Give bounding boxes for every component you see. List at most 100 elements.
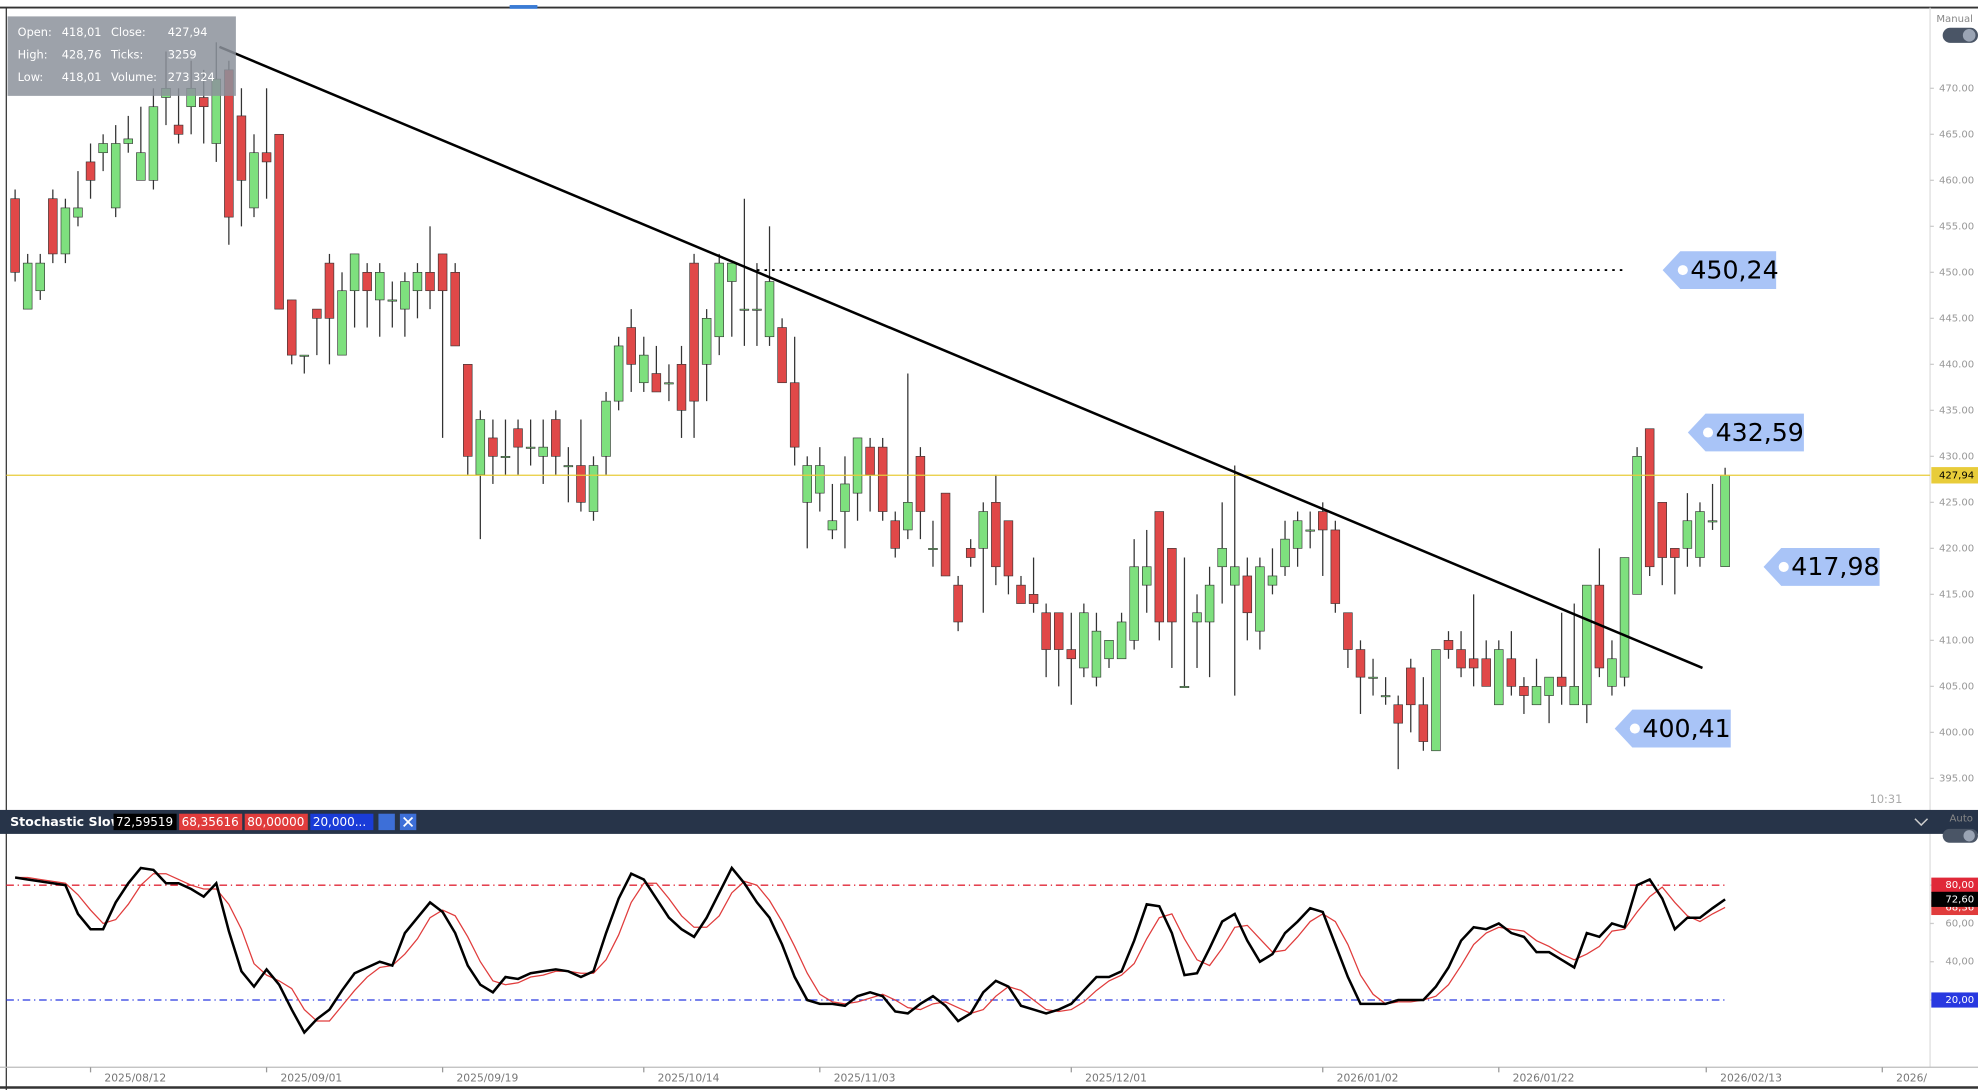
y-tick-box	[1931, 992, 1978, 1008]
info-key: Low:	[18, 70, 44, 84]
callout-label: 400,41	[1642, 714, 1730, 743]
candle-body	[1267, 575, 1278, 586]
candle-body	[450, 272, 460, 347]
y-tick-label: 455.00	[1939, 221, 1974, 232]
candle-body	[978, 511, 989, 549]
candle-body	[525, 446, 536, 449]
scale-mode-label: Manual	[1936, 14, 1973, 25]
candle-body	[1318, 511, 1328, 531]
callout-dot	[1778, 561, 1789, 572]
candle-body	[148, 106, 159, 181]
callout-label: 417,98	[1791, 552, 1879, 581]
info-key: Close:	[111, 25, 146, 39]
price-callout	[1763, 548, 1880, 586]
y-tick-label: 430.00	[1939, 451, 1974, 462]
toggle-knob	[1962, 29, 1976, 42]
info-value: 428,76	[62, 48, 102, 62]
param-box	[310, 813, 374, 831]
candle-body	[815, 465, 825, 494]
candle-body	[1028, 594, 1039, 604]
candle-body	[752, 308, 762, 311]
candle-body	[173, 124, 184, 135]
y-tick-label: 400.00	[1939, 727, 1974, 738]
candle-body	[1380, 695, 1391, 698]
candle-body	[1242, 575, 1253, 614]
candle-body	[1154, 511, 1165, 623]
candle-body	[1192, 612, 1202, 623]
settings-button[interactable]	[378, 813, 395, 831]
candle-body	[1091, 630, 1102, 678]
candle-body	[1330, 529, 1341, 604]
info-value: 273 324	[168, 70, 215, 84]
candle-body	[991, 502, 1001, 568]
candle-body	[1619, 557, 1630, 678]
candle-body	[1494, 649, 1504, 706]
candle-body	[1003, 520, 1014, 577]
candle-body	[940, 492, 951, 577]
candle-body	[903, 502, 913, 531]
last-value-label: 72,60	[1945, 894, 1974, 905]
candle-body	[1230, 566, 1240, 586]
candle-body	[1720, 474, 1730, 567]
trend-line	[218, 45, 1703, 670]
candle-body	[689, 262, 699, 402]
candle-body	[1456, 649, 1466, 669]
candle-body	[110, 143, 121, 209]
y-tick-box	[1931, 877, 1978, 893]
x-tick-label: 2026/01/02	[1337, 1072, 1399, 1085]
candle-body	[764, 281, 775, 338]
info-value: 418,01	[62, 25, 102, 39]
candle-body	[1066, 649, 1077, 660]
info-box	[7, 16, 236, 96]
candle-body	[324, 262, 335, 319]
y-tick-label: 465.00	[1939, 129, 1974, 140]
candle-body	[1016, 584, 1026, 604]
last-value-box	[1931, 891, 1978, 907]
candle-body	[1506, 658, 1517, 687]
y-tick-label: 425.00	[1939, 497, 1974, 508]
indicator-scale-mode: Auto	[1950, 814, 1973, 825]
candle-body	[1607, 658, 1617, 687]
callout-dot	[1677, 265, 1688, 276]
candle-body	[1079, 612, 1089, 669]
callout-label: 432,59	[1716, 418, 1804, 447]
y-tick-label: 395.00	[1939, 773, 1974, 784]
candle-body	[1255, 566, 1265, 632]
y-tick-label: 460.00	[1939, 175, 1974, 186]
x-tick-label: 2026/	[1896, 1072, 1927, 1085]
candle-body	[500, 456, 511, 458]
y-tick-label: 415.00	[1939, 589, 1974, 600]
candle-body	[412, 272, 423, 292]
candle-body	[286, 299, 297, 356]
candle-body	[890, 520, 900, 549]
info-value: 3259	[168, 48, 197, 62]
price-callout	[1662, 251, 1777, 290]
candle-body	[1556, 676, 1567, 687]
candle-body	[1104, 640, 1114, 660]
callout-label: 450,24	[1690, 255, 1778, 284]
info-value: 418,01	[62, 70, 102, 84]
candle-body	[739, 308, 750, 311]
candle-body	[1443, 640, 1454, 650]
candle-body	[1368, 676, 1378, 679]
candle-body	[576, 465, 586, 503]
param-box	[244, 813, 308, 831]
candle-body	[48, 198, 58, 255]
candle-body	[1569, 686, 1579, 706]
collapse-chevron[interactable]	[1914, 818, 1929, 827]
candle-body	[1167, 548, 1177, 623]
callout-dot	[1629, 723, 1640, 734]
candle-body	[714, 262, 724, 338]
param-value: 68,35616	[182, 815, 239, 829]
candle-body	[488, 437, 498, 457]
candle-body	[852, 437, 863, 494]
x-tick-label: 2025/10/14	[658, 1072, 720, 1085]
candle-body	[249, 152, 259, 209]
y-tick-label: 420.00	[1939, 543, 1974, 554]
param-box	[179, 813, 243, 831]
candle-body	[588, 465, 599, 512]
candle-body	[1053, 612, 1064, 650]
candle-body	[928, 548, 938, 550]
close-icon	[403, 816, 414, 827]
candle-body	[1280, 538, 1290, 568]
